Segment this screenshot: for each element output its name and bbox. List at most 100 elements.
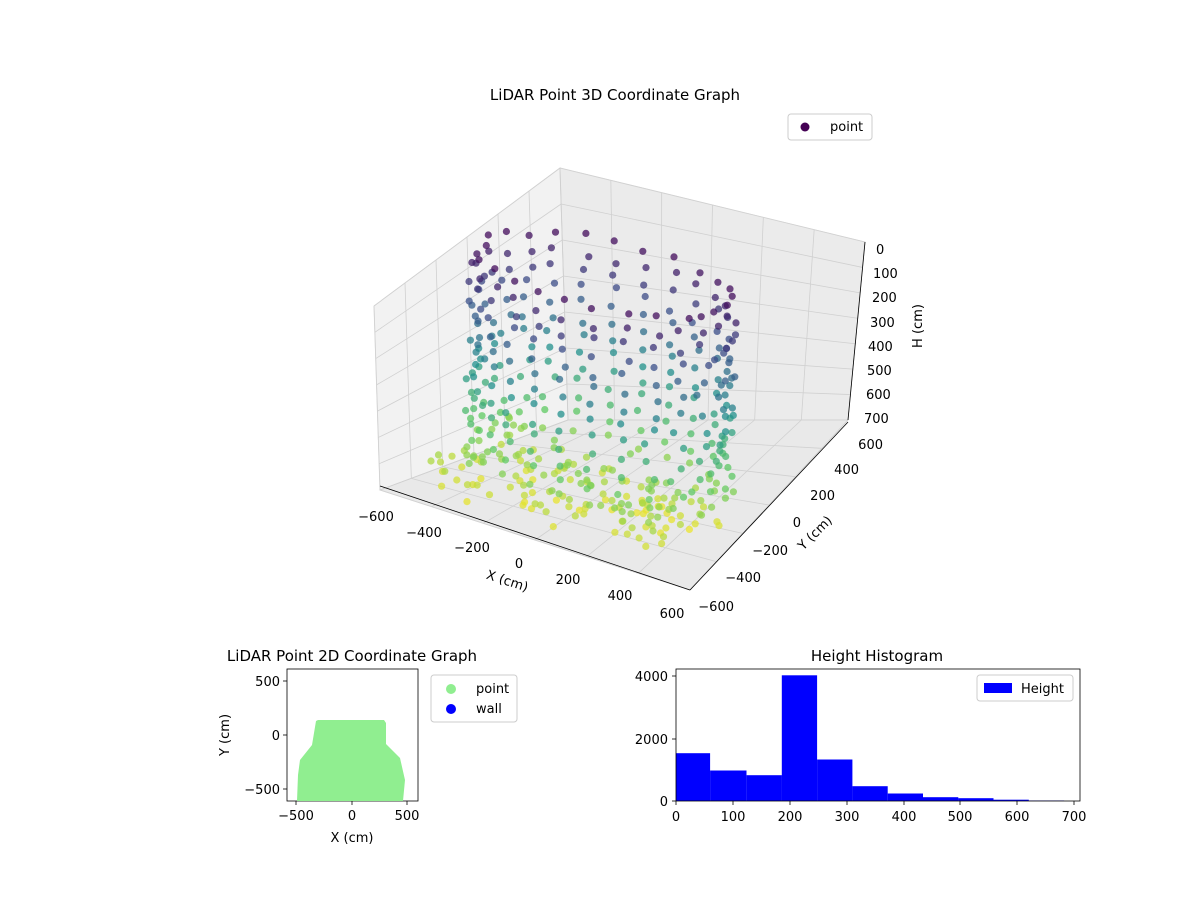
scatter-point xyxy=(477,475,485,483)
scatter-point xyxy=(645,496,653,504)
scatter-point xyxy=(697,313,705,321)
y-axis-line xyxy=(689,421,849,591)
scatter-point xyxy=(530,335,538,343)
scatter-point xyxy=(647,512,655,520)
histogram-bar xyxy=(852,786,888,801)
scatter-point xyxy=(685,525,694,534)
plot-histogram: Height Histogram 0 100 200 300 400 500 6… xyxy=(635,647,1087,825)
scatter-point xyxy=(557,316,565,324)
scatter-point xyxy=(642,542,650,551)
scatter-point xyxy=(617,500,626,508)
scatter-point xyxy=(469,453,477,461)
scatter-point xyxy=(721,391,729,399)
scatter-point xyxy=(497,329,505,337)
scatter-point xyxy=(662,417,670,425)
scatter-point xyxy=(550,436,559,444)
scatter-point xyxy=(565,503,573,511)
scatter-point xyxy=(579,319,587,327)
scatter-point xyxy=(699,503,708,511)
scatter-point xyxy=(573,374,581,382)
scatter-point xyxy=(434,451,443,459)
scatter-point xyxy=(467,414,475,422)
scatter-point xyxy=(691,364,699,372)
scatter-point xyxy=(583,476,591,484)
scatter-point xyxy=(617,420,625,428)
legend-swatch-height xyxy=(984,683,1012,693)
y-tick-label: 200 xyxy=(810,489,835,504)
scatter-point xyxy=(697,497,705,505)
scatter-point xyxy=(624,501,633,509)
scatter-point xyxy=(465,277,473,286)
scatter-point xyxy=(528,489,537,497)
scatter-point xyxy=(474,341,482,349)
scatter-point xyxy=(639,510,647,518)
scatter-point xyxy=(474,285,482,293)
scatter-3d-points xyxy=(427,227,740,551)
scatter-point xyxy=(550,279,559,287)
scatter-point xyxy=(669,286,677,294)
grid-line xyxy=(536,431,822,449)
scatter-point xyxy=(580,331,588,339)
scatter-point xyxy=(608,496,616,505)
scatter-point xyxy=(501,456,510,464)
scatter-point xyxy=(626,450,635,458)
scatter-point xyxy=(676,520,685,529)
scatter-point xyxy=(465,459,473,468)
scatter-point xyxy=(686,459,694,467)
scatter-point xyxy=(473,250,481,258)
legend-label-point: point xyxy=(476,682,509,697)
scatter-point xyxy=(590,382,598,391)
y-tick-label-2d: 0 xyxy=(272,729,280,744)
scatter-point xyxy=(502,421,510,429)
y-tick-label-2d: −500 xyxy=(244,783,280,798)
scatter-point xyxy=(618,508,626,516)
scatter-point xyxy=(726,382,734,390)
scatter-point xyxy=(488,425,496,433)
scatter-point xyxy=(530,385,539,393)
scatter-point xyxy=(503,295,511,304)
hist-x-tick-label: 0 xyxy=(672,810,680,825)
grid-line xyxy=(559,167,569,421)
scatter-point xyxy=(721,412,730,420)
scatter-point xyxy=(475,256,483,264)
scatter-point xyxy=(665,307,674,315)
scatter-point xyxy=(724,463,732,472)
scatter-point xyxy=(711,356,719,364)
scatter-point xyxy=(468,258,476,267)
scatter-point xyxy=(526,480,534,488)
scatter-point xyxy=(528,355,536,363)
scatter-point xyxy=(515,408,523,416)
scatter-point xyxy=(608,320,616,328)
hist-x-tick-label: 200 xyxy=(778,810,803,825)
plot-3d-title: LiDAR Point 3D Coordinate Graph xyxy=(490,86,740,104)
scatter-point xyxy=(618,369,626,378)
scatter-point xyxy=(652,312,660,320)
scatter-point xyxy=(475,334,484,342)
scatter-point xyxy=(714,322,723,330)
scatter-point xyxy=(633,406,642,415)
scatter-point xyxy=(520,422,529,430)
scatter-point xyxy=(529,420,537,428)
scatter-point xyxy=(563,461,572,469)
scatter-point xyxy=(729,488,738,496)
scatter-point xyxy=(573,407,581,415)
scatter-point xyxy=(526,447,535,455)
scatter-point xyxy=(655,503,663,511)
scatter-point xyxy=(716,441,724,449)
scatter-point xyxy=(617,455,626,463)
scatter-point xyxy=(610,237,618,245)
x-tick-label-2d: 500 xyxy=(395,809,420,824)
scatter-point xyxy=(487,414,496,422)
scatter-point xyxy=(619,436,628,444)
grid-line xyxy=(373,305,381,491)
histogram-bar xyxy=(958,798,994,801)
scatter-point xyxy=(639,310,648,319)
scatter-point xyxy=(672,268,681,277)
scatter-point xyxy=(670,253,678,261)
scatter-point xyxy=(491,340,499,348)
scatter-point xyxy=(481,300,489,308)
scatter-point xyxy=(625,357,633,365)
scatter-point xyxy=(674,488,682,497)
scatter-point xyxy=(519,293,528,301)
